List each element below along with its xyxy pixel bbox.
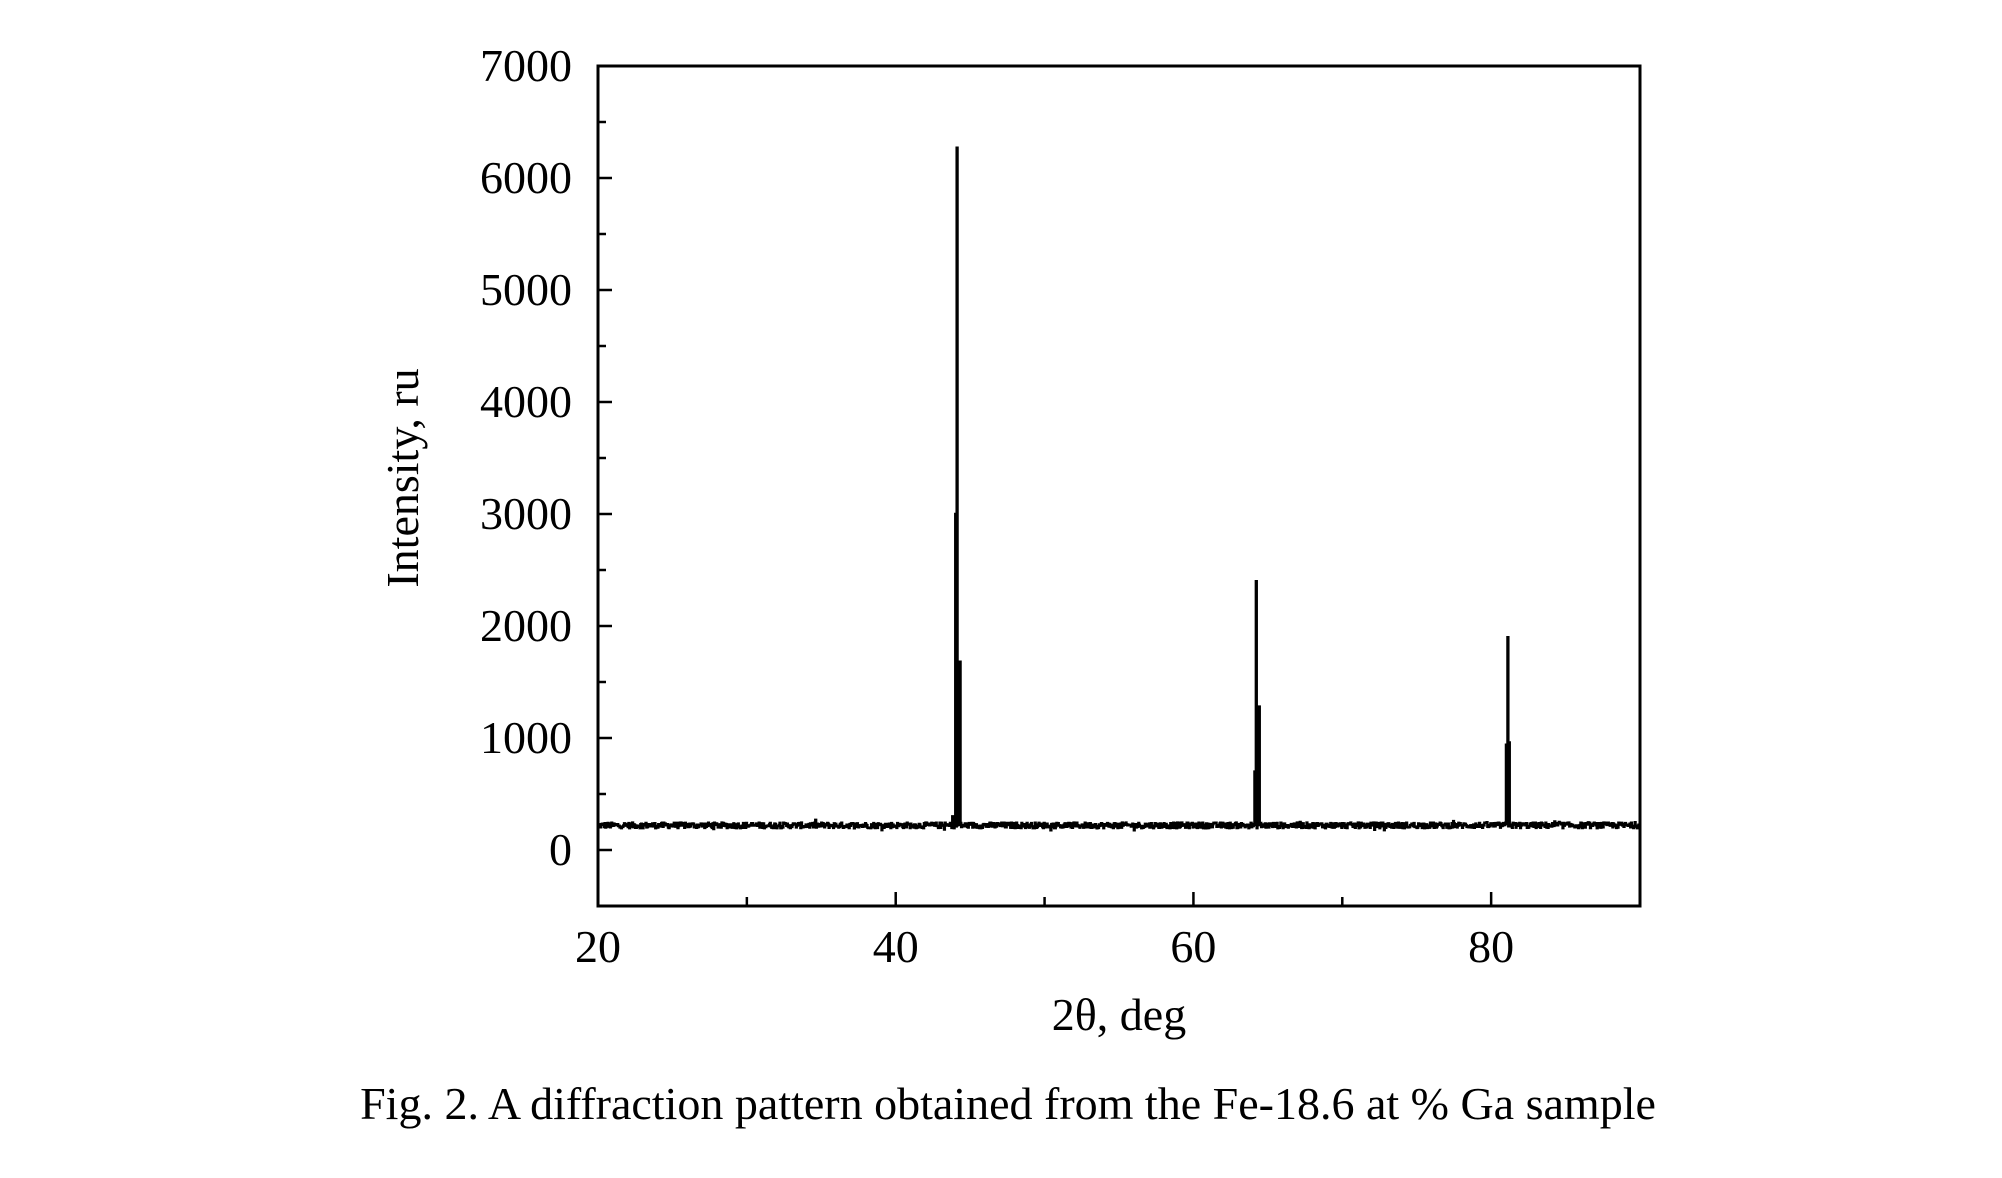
y-tick-label: 1000 bbox=[480, 712, 572, 763]
x-tick-label: 80 bbox=[1468, 921, 1514, 972]
x-tick-label: 40 bbox=[873, 921, 919, 972]
y-tick-label: 4000 bbox=[480, 376, 572, 427]
plot-frame bbox=[596, 64, 1642, 908]
y-tick-label: 2000 bbox=[480, 600, 572, 651]
y-tick-label: 0 bbox=[549, 824, 572, 875]
y-tick-label: 6000 bbox=[480, 152, 572, 203]
diffraction-pattern-line bbox=[597, 146, 1642, 832]
figure-caption: Fig. 2. A diffraction pattern obtained f… bbox=[360, 1078, 1656, 1129]
y-axis-ticks bbox=[598, 64, 612, 908]
x-tick-label: 60 bbox=[1170, 921, 1216, 972]
y-axis-label: Intensity, ru bbox=[377, 368, 428, 587]
x-axis-ticks bbox=[596, 892, 1642, 906]
y-axis-tick-labels: 0 1000 2000 3000 4000 5000 6000 7000 bbox=[480, 40, 572, 875]
y-tick-label: 5000 bbox=[480, 264, 572, 315]
plot-area bbox=[596, 64, 1642, 908]
x-axis-label: 2θ, deg bbox=[1052, 989, 1186, 1040]
y-tick-label: 7000 bbox=[480, 40, 572, 91]
y-tick-label: 3000 bbox=[480, 488, 572, 539]
x-tick-label: 20 bbox=[575, 921, 621, 972]
x-axis-tick-labels: 20 40 60 80 bbox=[575, 921, 1514, 972]
